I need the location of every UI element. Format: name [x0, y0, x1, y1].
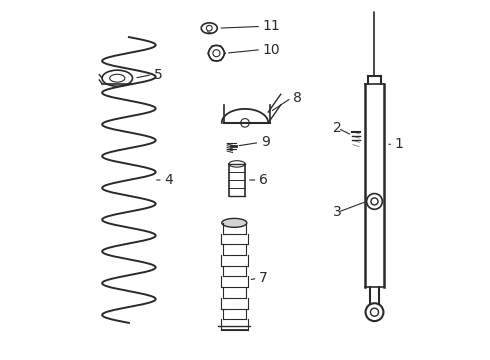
Text: 2: 2 — [333, 121, 341, 135]
Ellipse shape — [222, 219, 247, 227]
Text: 9: 9 — [261, 135, 270, 149]
Text: 11: 11 — [262, 19, 280, 33]
Text: 4: 4 — [165, 173, 173, 187]
Text: 8: 8 — [293, 91, 302, 105]
Text: 3: 3 — [333, 205, 341, 219]
Text: 6: 6 — [259, 173, 268, 187]
Text: 7: 7 — [259, 271, 268, 285]
Text: 10: 10 — [262, 42, 280, 57]
Text: 1: 1 — [394, 137, 403, 151]
Text: 5: 5 — [154, 68, 163, 82]
